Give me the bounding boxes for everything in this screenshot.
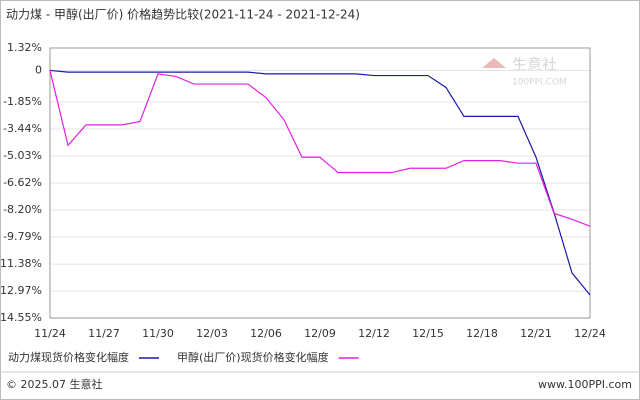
plot-area [49,47,591,319]
x-tick-label: 12/12 [358,327,390,340]
footer-left: © 2025.07 生意社 [6,377,102,391]
y-tick-label: -1.85% [3,95,42,108]
watermark-site: 100PPI.COM [512,78,567,88]
x-tick-label: 12/24 [574,327,606,340]
series-line [49,70,591,227]
y-tick-label: -11.38% [0,257,42,270]
chart-title: 动力煤 - 甲醇(出厂价) 价格趋势比较(2021-11-24 - 2021-1… [6,7,360,22]
y-tick-label: -6.62% [3,176,42,189]
x-tick-label: 12/09 [304,327,336,340]
watermark-name: 生意社 [512,56,557,74]
legend-label: 甲醇(出厂价)现货价格变化幅度 [177,350,329,364]
y-tick-label: 0 [35,63,42,76]
x-tick-label: 12/03 [196,327,228,340]
legend-label: 动力煤现货价格变化幅度 [8,350,129,364]
watermark-logo [482,58,506,68]
watermark: 生意社 100PPI.COM [482,56,567,88]
y-tick-label: -9.79% [3,230,42,243]
x-tick-label: 11/24 [34,327,66,340]
y-tick-label: -12.97% [0,284,42,297]
x-tick-label: 12/06 [250,327,282,340]
y-tick-label: -14.55% [0,311,42,324]
x-tick-label: 11/27 [88,327,120,340]
x-tick-label: 12/21 [520,327,552,340]
x-tick-label: 11/30 [142,327,174,340]
y-tick-label: -5.03% [3,149,42,162]
y-tick-label: -3.44% [3,122,42,135]
footer-right: www.100PPI.com [538,378,632,391]
x-tick-label: 12/15 [412,327,444,340]
y-tick-label: -8.20% [3,203,42,216]
series-line [49,69,591,296]
x-tick-label: 12/18 [466,327,498,340]
y-tick-label: 1.32% [7,41,42,54]
